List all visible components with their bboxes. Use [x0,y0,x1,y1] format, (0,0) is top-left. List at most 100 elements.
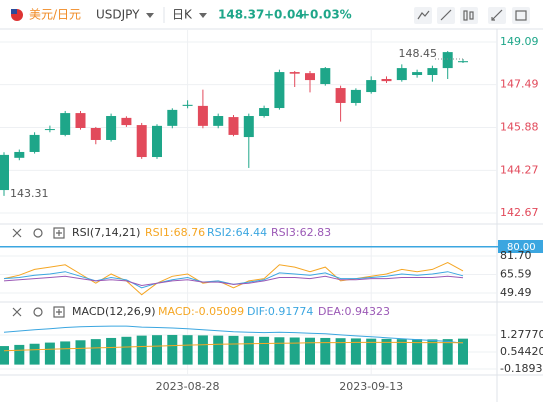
flag-canton [11,9,17,14]
macd-bar [197,335,208,365]
macd-bar [152,335,162,365]
dropdown-arrow[interactable] [199,13,207,18]
legend-entry: DIF:0.91774 [247,305,313,318]
expand-icon-plus [56,230,62,236]
expand-icon-plus [56,309,62,315]
macd-bar [75,340,86,365]
macd-bar [90,339,101,365]
candle-body [259,108,270,117]
candle-body [243,116,254,138]
tool-button[interactable] [414,7,432,24]
toolbar [414,7,530,24]
macd-bar [182,335,193,365]
candle-body [182,104,193,106]
legend-entry: RSI2:64.44 [207,226,267,239]
candle-body [14,151,25,158]
reference-line [0,246,543,248]
macd-bar [335,338,346,365]
tool-icon [463,10,468,21]
price-change: +0.04 [264,8,304,22]
candle-body [335,88,346,103]
tool-icon [491,9,503,21]
macd-bar [213,335,224,365]
tool-button[interactable] [460,7,478,24]
expand-icon[interactable] [53,306,65,318]
candle-body [396,68,407,81]
macd-line [3,341,464,352]
rsi-line [3,261,464,296]
y-tick-label: 81.70 [500,249,532,262]
y-tick-label: 49.49 [500,286,532,299]
macd-bar [274,337,285,365]
dropdown-arrow[interactable] [146,13,154,18]
candle-body [213,116,224,126]
macd-line [3,325,464,344]
y-tick-label: 147.49 [500,78,539,91]
candle-body [0,154,9,191]
macd-controls [12,306,65,318]
candle-body [458,61,468,63]
settings-icon[interactable] [33,307,43,317]
period[interactable]: 日K [172,8,193,22]
expand-icon[interactable] [53,227,65,239]
indicator-title: MACD(12,26,9) [72,305,156,318]
candle-body [136,125,147,158]
legend-entry: RSI3:62.83 [271,226,331,239]
annotation-label: 143.31 [10,187,49,200]
macd-bar [396,339,407,365]
macd-bar [442,339,453,365]
macd-bar [136,335,147,365]
rsi-controls [12,227,65,239]
macd-bar [427,339,438,365]
settings-icon[interactable] [33,228,43,238]
macd-bar [458,338,468,365]
macd-bar [243,336,254,365]
y-tick-label: 144.27 [500,163,539,176]
candle-body [75,113,86,128]
y-tick-label: 0.54420 [500,345,543,358]
x-tick-label: 2023-09-13 [339,380,403,393]
candle-body [167,109,178,126]
candle-body [197,105,208,126]
candle-body [427,68,438,76]
candle-body [412,72,423,76]
macd-bar [29,343,40,365]
candle-body [60,113,71,135]
tool-icon [515,10,527,21]
rsi-line [3,275,464,287]
macd-bar [121,336,132,365]
last-price: 148.37 [218,8,264,22]
reference-label-bg [498,240,543,253]
macd-bar [289,337,300,365]
candle-body [274,72,285,109]
candle-body [305,73,315,81]
macd-bar [14,344,25,365]
x-tick-label: 2023-08-28 [156,380,220,393]
macd-bar [381,338,392,365]
pair-name: 美元/日元 [29,8,81,22]
macd-bar [167,334,178,365]
tool-button[interactable] [512,7,530,24]
y-tick-label: 1.27770 [500,328,543,341]
symbol[interactable]: USDJPY [96,8,140,22]
y-tick-label: -0.18930 [500,362,543,375]
annotation-label: 148.45 [399,47,438,60]
tool-icon [417,10,430,20]
candle-body [381,78,392,82]
close-icon[interactable] [12,228,22,238]
macd-bar [44,342,55,365]
close-icon[interactable] [12,307,22,317]
reference-label: 80.00 [507,242,536,253]
candle-body [29,134,40,152]
macd-bar [259,336,270,365]
candle-body [350,89,361,103]
price-change-pct: +0.03% [300,8,352,22]
candle-body [106,116,117,140]
macd-bar [350,338,361,365]
tool-icon [469,11,474,20]
tool-icon [440,9,452,21]
legend-entry: RSI1:68.76 [145,226,205,239]
macd-bar [412,339,423,365]
candle-body [366,80,377,93]
